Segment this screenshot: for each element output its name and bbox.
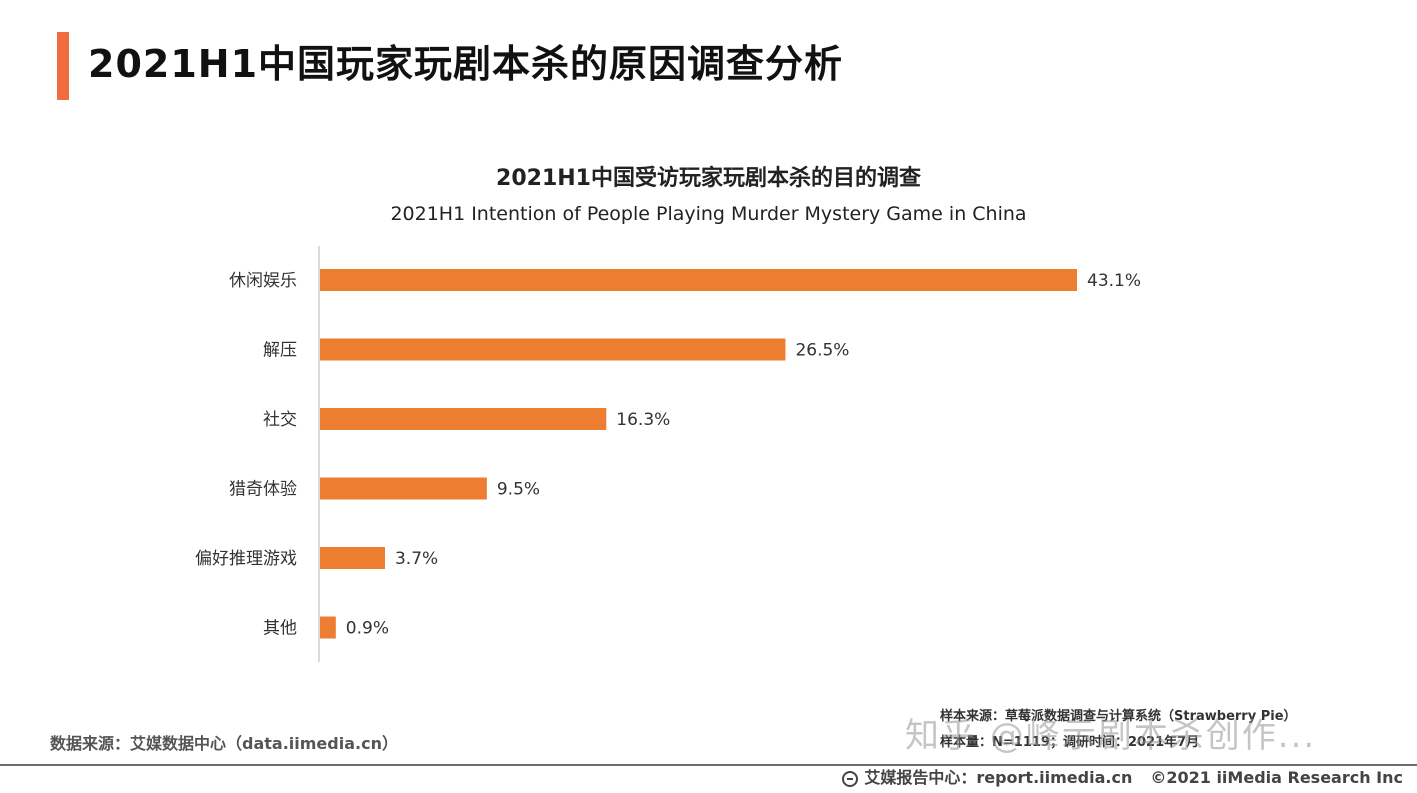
footer-divider <box>0 764 1417 766</box>
globe-icon <box>842 771 859 787</box>
chart-subtitle: 2021H1 Intention of People Playing Murde… <box>0 203 1417 225</box>
data-source: 数据来源：艾媒数据中心（data.iimedia.cn） <box>50 734 398 753</box>
sample-size: 样本量：N=1119；调研时间：2021年7月 <box>940 735 1200 750</box>
footer-copyright: ©2021 iiMedia Research Inc <box>1150 768 1403 787</box>
value-label-3: 9.5% <box>497 480 540 500</box>
bar-5 <box>320 616 336 639</box>
bar-3 <box>320 477 487 500</box>
value-label-5: 0.9% <box>346 619 389 639</box>
watermark: 知乎 @峰示剧本杀创作... <box>905 716 1317 756</box>
category-label-5: 其他 <box>263 619 297 639</box>
bar-0 <box>320 269 1077 291</box>
bar-1 <box>320 338 786 361</box>
value-label-0: 43.1% <box>1087 271 1141 291</box>
chart-title-text: 2021H1中国受访玩家玩剧本杀的目的调查 <box>496 166 921 191</box>
value-label-1: 26.5% <box>795 341 849 361</box>
category-label-3: 猎奇体验 <box>229 480 297 500</box>
category-label-0: 休闲娱乐 <box>229 271 297 291</box>
page-title: 2021H1中国玩家玩剧本杀的原因调查分析 <box>88 42 844 86</box>
category-label-4: 偏好推理游戏 <box>195 549 297 569</box>
chart-subtitle-text: 2021H1 Intention of People Playing Murde… <box>390 203 1027 225</box>
footer: 艾媒报告中心：report.iimedia.cn ©2021 iiMedia Re… <box>842 766 1403 790</box>
bar-2 <box>320 408 607 430</box>
chart-title: 2021H1中国受访玩家玩剧本杀的目的调查 <box>0 160 1417 192</box>
sample-info: 样本来源：草莓派数据调查与计算系统（Strawberry Pie） 样本量：N=… <box>940 704 1400 756</box>
category-label-1: 解压 <box>263 341 297 361</box>
title-accent-bar <box>57 32 69 100</box>
bar-4 <box>320 547 385 569</box>
category-label-2: 社交 <box>263 410 297 430</box>
value-label-2: 16.3% <box>616 410 670 430</box>
value-label-4: 3.7% <box>395 549 438 569</box>
footer-report-center[interactable]: 艾媒报告中心：report.iimedia.cn <box>864 768 1133 787</box>
sample-source: 样本来源：草莓派数据调查与计算系统（Strawberry Pie） <box>940 709 1297 724</box>
